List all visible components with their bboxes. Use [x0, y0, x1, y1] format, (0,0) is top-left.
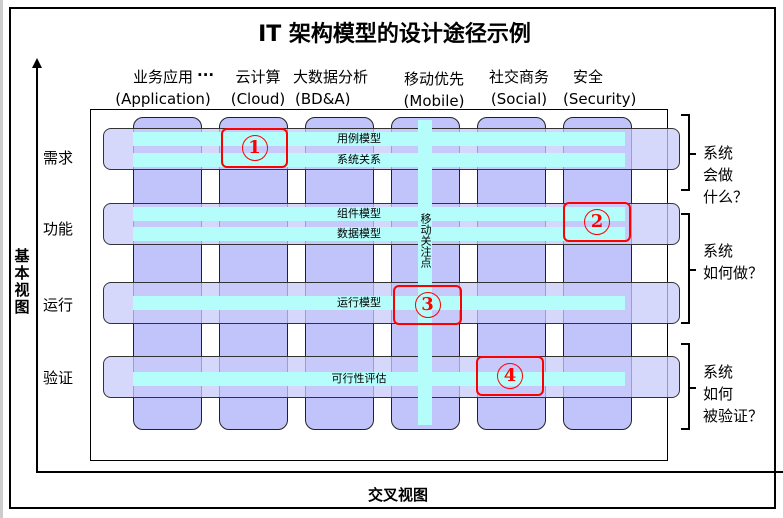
x-axis-label: 交叉视图 — [367, 486, 428, 504]
marker-4: 4 — [476, 356, 544, 396]
question-how: 系统如何做？ — [703, 240, 763, 284]
bar-label: 组件模型 — [337, 207, 381, 220]
bar-use-case-model: 用例模型 — [133, 132, 625, 146]
marker-3: 3 — [393, 285, 462, 325]
marker-number: 4 — [497, 363, 523, 389]
question-line: 系统 — [703, 363, 734, 381]
row-label-verification: 验证 — [43, 369, 74, 387]
question-line: 如何 — [703, 385, 734, 403]
y-axis — [36, 66, 38, 472]
column-en: (Application) — [115, 90, 211, 108]
bar-label: 可行性评估 — [331, 372, 387, 385]
bar-feasibility: 可行性评估 — [133, 372, 625, 386]
brace-1 — [681, 114, 696, 191]
bar-label: 数据模型 — [337, 227, 381, 240]
question-what: 系统会做什么？ — [703, 142, 748, 208]
y-axis-label: 基本视图 — [14, 247, 30, 316]
column-en: (Social) — [490, 90, 548, 108]
marker-1: 1 — [221, 128, 288, 168]
y-axis-arrow — [32, 58, 42, 68]
column-header-security: 安全 (Security) — [563, 66, 655, 110]
bar-label: 用例模型 — [337, 132, 381, 145]
bar-operation-model: 运行模型 — [133, 296, 625, 310]
column-header-mobile: 移动优先 (Mobile) — [388, 68, 480, 112]
column-en: (Cloud) — [230, 90, 286, 108]
x-axis — [36, 471, 783, 473]
column-zh: 安全 — [573, 68, 604, 86]
diagram-title: IT 架构模型的设计途径示例 — [258, 22, 531, 47]
brace-3 — [681, 343, 696, 430]
bar-mobile-concern-label: 移动关注点 — [419, 213, 432, 268]
column-zh: 移动优先 — [403, 70, 464, 88]
marker-2: 2 — [563, 202, 631, 242]
bar-component-model: 组件模型 — [133, 207, 625, 221]
column-zh: 云计算 — [235, 68, 281, 86]
column-zh: 业务应用 — [132, 68, 193, 86]
bar-data-model: 数据模型 — [133, 227, 625, 241]
column-header-cloud: 云计算 (Cloud) — [223, 66, 293, 110]
marker-number: 2 — [584, 209, 610, 235]
question-line: 被验证？ — [703, 407, 764, 425]
ellipsis: ··· — [197, 66, 215, 84]
row-label-requirements: 需求 — [43, 149, 74, 167]
brace-2 — [681, 213, 696, 324]
column-header-application: 业务应用 (Application) — [108, 66, 218, 110]
column-header-bda: 大数据分析 (BD&A) — [293, 66, 385, 110]
column-en: (BD&A) — [295, 90, 351, 108]
question-line: 会做 — [703, 166, 734, 184]
question-line: 什么？ — [703, 188, 749, 206]
row-label-function: 功能 — [43, 220, 74, 238]
row-label-operation: 运行 — [43, 296, 74, 314]
question-line: 如何做？ — [703, 264, 764, 282]
bar-label: 系统关系 — [337, 153, 381, 166]
column-zh: 社交商务 — [488, 68, 549, 86]
bar-system-relations: 系统关系 — [133, 153, 625, 167]
column-header-social: 社交商务 (Social) — [473, 66, 565, 110]
marker-number: 1 — [241, 135, 268, 161]
question-line: 系统 — [703, 242, 734, 260]
marker-number: 3 — [414, 292, 441, 318]
column-en: (Security) — [563, 90, 637, 108]
outer-frame — [9, 7, 776, 509]
question-verify: 系统如何被验证？ — [703, 361, 763, 427]
question-line: 系统 — [703, 144, 734, 162]
bar-label: 运行模型 — [337, 296, 381, 309]
column-en: (Mobile) — [403, 92, 465, 110]
column-zh: 大数据分析 — [293, 68, 369, 86]
bar-mobile-concern — [418, 120, 432, 425]
